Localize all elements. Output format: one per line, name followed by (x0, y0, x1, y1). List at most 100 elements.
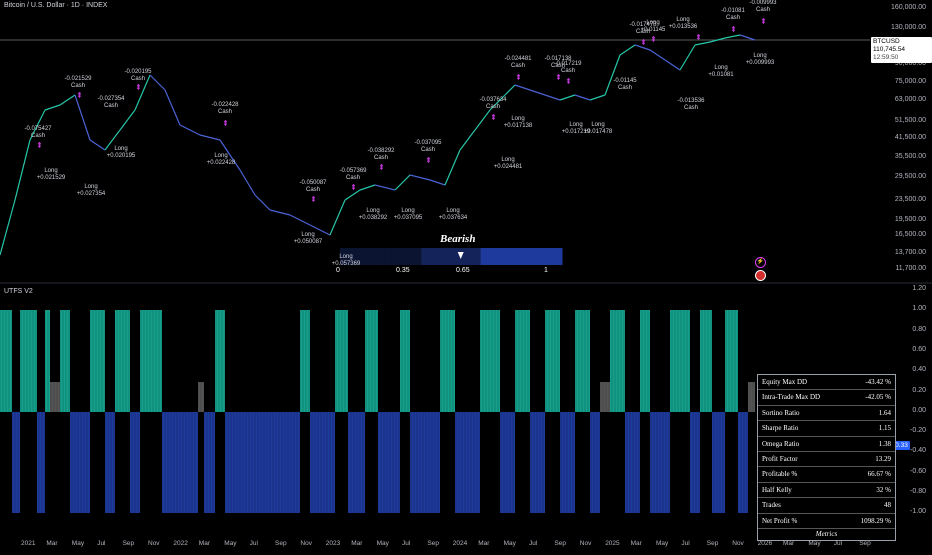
gauge-segment (502, 248, 511, 265)
metrics-value: 1.38 (878, 439, 891, 448)
price-segment (604, 54, 621, 96)
entry-marker-icon: ⇞ (425, 156, 432, 165)
trade-label: Long +0.009993 (743, 53, 777, 67)
long-bar (575, 310, 590, 412)
time-axis-label: May (656, 540, 669, 547)
gauge-segment (421, 248, 430, 265)
trade-label-line: -0.037095 (414, 140, 442, 146)
time-axis-label: Sep (427, 540, 439, 547)
time-axis-label: May (224, 540, 237, 547)
trade-label-line: +0.017138 (503, 123, 533, 129)
price-axis-label: 35,500.00 (894, 153, 926, 160)
long-bar (365, 310, 378, 412)
metrics-label: Profitable % (762, 470, 798, 479)
trade-label-line: -0.057369 (339, 168, 367, 174)
price-tag-symbol: BTCUSD (873, 38, 900, 45)
oscillator-axis-label: -0.80 (910, 488, 926, 495)
price-segment (529, 89, 546, 96)
gauge-segment (495, 248, 504, 265)
price-segment (709, 37, 726, 43)
time-axis-label: May (808, 540, 821, 547)
gauge-segment (406, 248, 415, 265)
trade-label-line: -0.075427 (24, 126, 52, 132)
gauge-segment (354, 248, 363, 265)
price-axis-label: 19,500.00 (894, 216, 926, 223)
trade-label-line: Long (114, 146, 128, 152)
trade-label: -0.021529 Cash (61, 76, 95, 90)
trade-label-line: +0.037095 (393, 215, 423, 221)
trade-label-line: -0.027354 (97, 96, 125, 102)
trade-label-line: Cash (70, 83, 85, 89)
trade-label-line: -0.037634 (479, 97, 507, 103)
short-bar (712, 412, 725, 513)
short-bar (12, 412, 20, 513)
time-axis-label: Mar (46, 540, 58, 547)
price-segment (89, 139, 106, 151)
time-axis-label: Jul (402, 540, 411, 547)
trade-label-line: +0.037634 (438, 215, 468, 221)
entry-marker-icon: ⇞ (650, 35, 657, 44)
price-segment (514, 84, 531, 91)
price-axis-label: 16,500.00 (894, 231, 926, 238)
price-axis-label: 41,500.00 (894, 134, 926, 141)
price-axis-label: 130,000.00 (890, 24, 926, 31)
trade-label: -0.027354 Cash (94, 96, 128, 110)
trade-label-line: Long (569, 122, 583, 128)
entry-marker-icon: ⇞ (565, 77, 572, 86)
trade-label: -0.013536 Cash (674, 98, 708, 112)
price-segment (329, 199, 346, 236)
time-axis-label: May (503, 540, 516, 547)
price-axis-label: 63,000.00 (894, 96, 926, 103)
trade-label: Long +0.017478 (581, 122, 615, 136)
trade-label: Long +0.050087 (291, 232, 325, 246)
gauge-segment (436, 248, 445, 265)
trade-label-line: Long (646, 20, 660, 26)
gauge-tick-label: 0.65 (456, 267, 470, 274)
metrics-label: Omega Ratio (762, 439, 800, 448)
trade-label: Long +0.022428 (204, 153, 238, 167)
long-bar (610, 310, 625, 412)
long-bar (115, 310, 130, 412)
price-tag-time: 12:59:50 (873, 54, 899, 61)
trade-label-line: Long (446, 208, 460, 214)
gauge-segment (428, 248, 437, 265)
gauge-segment (377, 248, 385, 265)
trade-label-line: -0.017219 (554, 61, 582, 67)
entry-marker-icon: ⇞ (695, 33, 702, 42)
time-axis-label: Mar (783, 540, 795, 547)
price-segment (724, 34, 741, 39)
flash-icon[interactable]: ⚡ (755, 257, 766, 268)
flag-icon[interactable] (755, 270, 766, 281)
short-bar (225, 412, 260, 513)
long-bar (90, 310, 105, 412)
price-chart[interactable]: ⇞ ⇞ ⇞ ⇞ ⇞ ⇞ ⇞ ⇞ ⇞ ⇞ ⇞ ⇞ ⇞ ⇞ ⇞ ⇞ ⇞ (0, 0, 932, 284)
price-segment (289, 214, 311, 226)
trade-label-line: +0.022428 (206, 160, 236, 166)
neutral-bar (198, 382, 204, 412)
entry-marker-icon: ⇞ (640, 38, 647, 47)
neutral-bar (50, 382, 60, 412)
trade-label: Long +0.01081 (704, 65, 738, 79)
short-bar (560, 412, 575, 513)
short-bar (530, 412, 545, 513)
trade-label-line: +0.038292 (358, 215, 388, 221)
gauge-tick-label: 0.35 (396, 267, 410, 274)
short-bar (260, 412, 300, 513)
oscillator-pane[interactable] (0, 285, 932, 550)
price-chart-canvas[interactable]: ⇞⇞⇞⇞⇞⇞⇞⇞⇞⇞ ⇞ ⇞⇞ ⇞ ⇞⇞⇞ (0, 0, 932, 284)
oscillator-axis-label: 0.00 (912, 406, 926, 414)
gauge-segment (547, 248, 556, 265)
price-segment (619, 44, 636, 56)
price-segment (504, 84, 516, 96)
trade-label-line: Long (339, 254, 353, 260)
oscillator-canvas[interactable] (0, 285, 932, 550)
price-axis-label: 23,500.00 (894, 196, 926, 203)
oscillator-axis-label: -0.40 (910, 447, 926, 455)
short-bar (130, 412, 140, 513)
time-axis-label: May (71, 540, 85, 547)
trade-label: Long +0.027354 (74, 184, 108, 198)
trade-label-line: Cash (345, 175, 360, 181)
trade-label-line: Cash (130, 76, 145, 82)
time-axis-label: Mar (351, 540, 363, 547)
short-bar (37, 412, 45, 513)
